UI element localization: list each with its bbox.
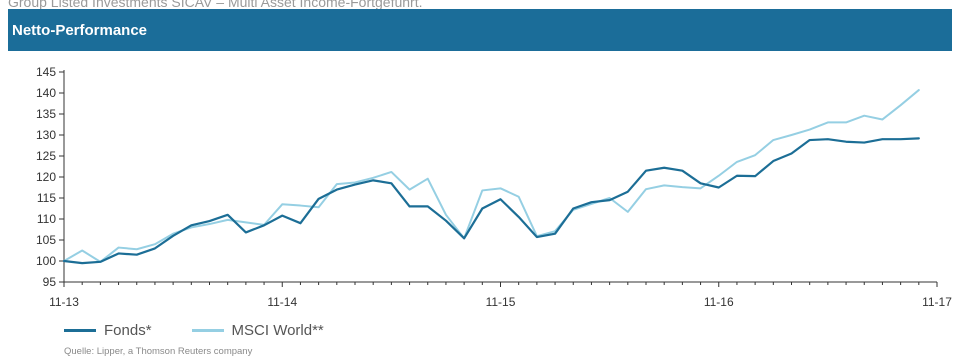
y-tick-label: 110 [37,212,56,226]
legend: Fonds* MSCI World** [64,320,364,340]
y-tick-label: 105 [36,233,56,247]
y-axis: 95 100 105 110 115 120 125 130 135 140 145 [36,65,65,289]
source-note: Quelle: Lipper, a Thomson Reuters compan… [64,346,253,357]
legend-item-fonds: Fonds* [64,322,152,339]
x-tick-label: 11-14 [267,295,297,309]
chart-header [8,9,952,51]
legend-item-msci: MSCI World** [191,321,324,339]
y-tick-label: 100 [36,254,56,268]
legend-label-fonds: Fonds* [104,321,152,339]
x-axis: 11-13 11-14 11-15 11-16 11-17 [49,281,952,309]
series-line-fonds [62,137,920,265]
chart-title: Netto-Performance [12,22,148,39]
legend-swatch-msci [191,328,224,332]
y-tick-label: 140 [36,86,56,100]
series-line-msci [63,89,920,263]
legend-label-msci: MSCI World** [231,321,324,339]
y-tick-label: 120 [36,170,56,184]
top-note: Group Listed Investments SICAV – Multi A… [8,0,423,10]
legend-swatch-fonds [64,328,96,332]
x-tick-label: 11-15 [486,295,516,309]
x-tick-label: 11-17 [922,295,952,309]
series-layer [62,89,920,265]
x-tick-label: 11-16 [704,295,734,309]
x-tick-label: 11-13 [49,295,79,309]
y-tick-label: 125 [36,149,56,163]
y-tick-label: 115 [37,191,56,205]
y-tick-label: 135 [36,107,56,121]
y-tick-label: 95 [43,275,57,289]
y-tick-label: 130 [36,128,56,142]
y-tick-label: 145 [36,65,56,79]
